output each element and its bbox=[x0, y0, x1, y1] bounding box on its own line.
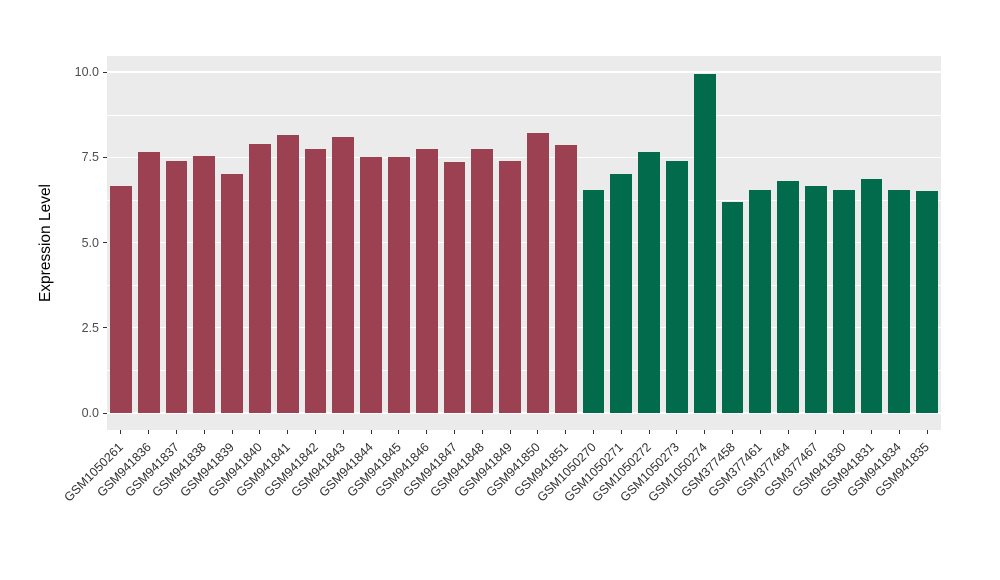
x-axis-tick bbox=[676, 430, 678, 434]
x-axis-tick bbox=[287, 430, 289, 434]
x-axis-tick bbox=[620, 430, 622, 434]
x-axis-tick bbox=[593, 430, 594, 434]
gridline-minor bbox=[107, 114, 941, 116]
x-axis-tick bbox=[231, 430, 233, 434]
x-axis-tick bbox=[787, 430, 789, 434]
bar bbox=[443, 162, 466, 413]
x-axis-tick bbox=[176, 430, 177, 434]
gridline-major bbox=[107, 71, 941, 73]
x-axis-tick bbox=[370, 430, 372, 434]
bar bbox=[360, 157, 382, 413]
bar bbox=[471, 148, 494, 413]
x-axis-tick bbox=[704, 430, 706, 434]
bar bbox=[276, 135, 299, 413]
bar bbox=[888, 189, 911, 413]
y-tick-label: 2.5 bbox=[81, 320, 99, 335]
bar bbox=[165, 160, 188, 413]
x-axis-tick bbox=[871, 430, 872, 434]
bar bbox=[638, 152, 660, 413]
y-tick-label: 10.0 bbox=[74, 65, 99, 79]
x-axis-tick bbox=[759, 430, 761, 434]
bar bbox=[304, 148, 327, 413]
y-tick-label: 7.5 bbox=[81, 150, 99, 165]
y-axis-tick bbox=[103, 412, 107, 414]
x-axis-tick bbox=[426, 430, 428, 434]
x-axis-tick bbox=[342, 430, 344, 434]
gridline-minor bbox=[107, 370, 941, 372]
bar bbox=[249, 143, 271, 413]
bar bbox=[527, 133, 549, 413]
bar bbox=[666, 160, 688, 413]
x-axis-tick bbox=[732, 430, 733, 434]
bar bbox=[137, 152, 160, 413]
bar bbox=[777, 181, 799, 413]
gridline-minor bbox=[107, 285, 941, 286]
bar bbox=[499, 160, 521, 413]
y-axis-title: Expression Level bbox=[37, 183, 54, 303]
x-axis-tick bbox=[454, 430, 455, 434]
y-axis-tick bbox=[103, 327, 107, 329]
x-axis-tick bbox=[481, 430, 483, 434]
bar bbox=[221, 174, 243, 413]
bar bbox=[749, 189, 772, 413]
x-axis-tick bbox=[203, 430, 205, 434]
gridline-major bbox=[107, 327, 941, 329]
y-axis-tick bbox=[103, 156, 107, 158]
x-axis-tick bbox=[398, 430, 400, 434]
gridline-minor bbox=[107, 199, 941, 201]
bar bbox=[582, 189, 605, 413]
y-tick-label: 0.0 bbox=[81, 406, 99, 420]
y-axis-tick bbox=[103, 71, 107, 73]
x-axis-tick bbox=[648, 430, 650, 434]
bar bbox=[554, 145, 577, 413]
x-axis-tick bbox=[898, 430, 900, 434]
x-axis-tick bbox=[815, 430, 817, 434]
bar bbox=[860, 179, 883, 413]
bar bbox=[805, 186, 827, 413]
x-axis-tick bbox=[148, 430, 150, 434]
bar bbox=[388, 157, 410, 413]
y-tick-label: 5.0 bbox=[81, 235, 99, 250]
bar bbox=[193, 155, 216, 413]
x-axis-tick bbox=[259, 430, 261, 434]
bar bbox=[415, 148, 438, 413]
x-axis-tick bbox=[315, 430, 316, 434]
gridline-major bbox=[107, 156, 941, 158]
bar bbox=[721, 201, 744, 413]
gridline-major bbox=[107, 412, 941, 414]
bar bbox=[916, 191, 938, 413]
x-axis-tick bbox=[120, 430, 122, 434]
bar bbox=[610, 174, 633, 413]
bar bbox=[110, 186, 132, 413]
x-axis-tick bbox=[926, 430, 928, 434]
bar bbox=[693, 73, 716, 413]
bar bbox=[832, 189, 855, 413]
x-axis-tick bbox=[565, 430, 567, 434]
x-axis-tick bbox=[537, 430, 539, 434]
gridline-major bbox=[107, 241, 941, 244]
y-axis-tick bbox=[103, 242, 107, 243]
bar bbox=[332, 136, 355, 413]
x-axis-tick bbox=[843, 430, 845, 434]
x-axis-tick bbox=[509, 430, 511, 434]
